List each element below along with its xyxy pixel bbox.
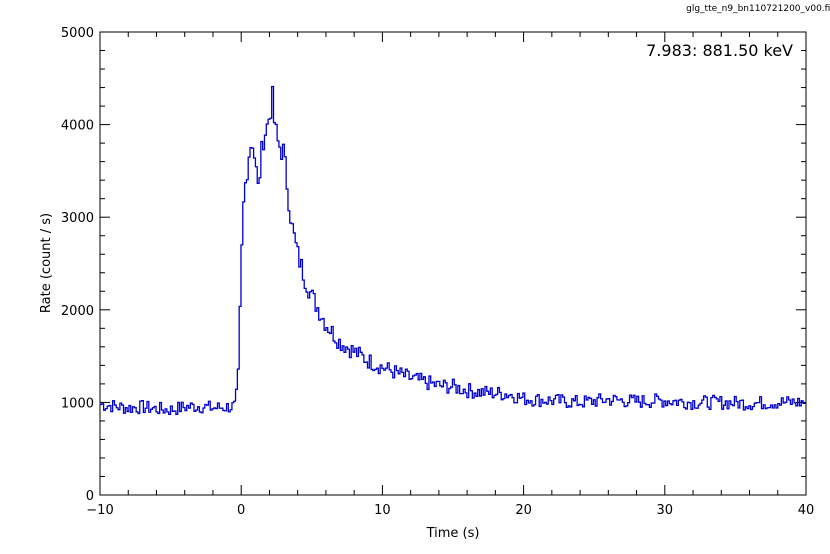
y-tick-label: 3000 [61,211,94,226]
x-tick-label: 30 [657,503,674,518]
y-tick-label: 4000 [61,119,94,134]
y-axis-ticks: 0 1000 2000 3000 4000 5000 [61,26,806,504]
x-tick-label: 20 [515,503,532,518]
file-label: glg_tte_n9_bn110721200_v00.fit [686,4,830,14]
y-tick-label: 2000 [61,304,94,319]
y-tick-label: 1000 [61,396,94,411]
y-tick-label: 5000 [61,26,94,41]
plot-frame [99,31,807,496]
y-axis-title: Rate (count / s) [39,213,54,313]
energy-range-label: 7.983: 881.50 keV [646,41,793,60]
x-tick-label: 10 [374,503,391,518]
rate-series-line [100,85,806,416]
x-axis-title: Time (s) [426,526,480,541]
x-tick-label: −10 [86,503,113,518]
x-tick-label: 40 [798,503,815,518]
y-tick-label: 0 [86,489,94,504]
x-tick-label: 0 [237,503,245,518]
x-axis-ticks: −10 0 10 20 30 40 [86,32,814,518]
